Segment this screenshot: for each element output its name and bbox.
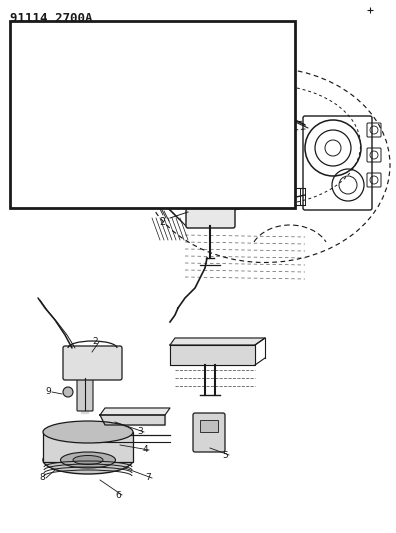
FancyBboxPatch shape <box>63 346 122 380</box>
Polygon shape <box>170 345 255 365</box>
Polygon shape <box>100 415 165 425</box>
Ellipse shape <box>43 446 133 474</box>
Ellipse shape <box>73 456 103 464</box>
Ellipse shape <box>43 421 133 443</box>
Text: 91114 2700A: 91114 2700A <box>10 12 93 25</box>
Polygon shape <box>170 338 265 345</box>
Text: 3: 3 <box>137 427 143 437</box>
Text: 4: 4 <box>142 446 148 455</box>
Text: 5: 5 <box>222 450 228 459</box>
Text: 9: 9 <box>45 387 51 397</box>
FancyBboxPatch shape <box>193 413 225 452</box>
Text: 6: 6 <box>115 490 121 499</box>
Text: 2: 2 <box>92 337 98 346</box>
Polygon shape <box>100 408 170 415</box>
FancyBboxPatch shape <box>77 377 93 411</box>
Text: 1: 1 <box>155 170 161 180</box>
FancyBboxPatch shape <box>186 196 235 228</box>
Text: 7: 7 <box>145 473 151 482</box>
Bar <box>200 420 218 432</box>
Text: 8: 8 <box>39 473 45 482</box>
Circle shape <box>63 387 73 397</box>
Bar <box>10 21 295 208</box>
Bar <box>43 432 133 462</box>
Text: 2: 2 <box>159 217 165 227</box>
Ellipse shape <box>61 452 116 468</box>
